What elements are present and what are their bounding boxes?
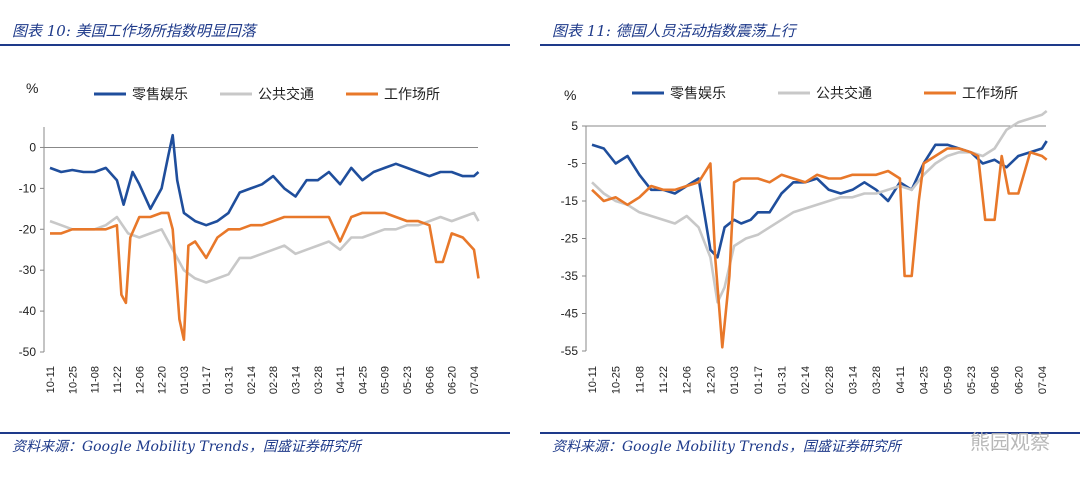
x-tick-label: 02-14	[800, 366, 812, 394]
y-axis-unit: %	[564, 87, 576, 103]
source-rule	[0, 432, 510, 434]
chart-title: 图表 10: 美国工作场所指数明显回落	[12, 22, 256, 40]
x-tick-label: 03-28	[871, 366, 883, 394]
watermark-logo: 熊园观察	[970, 430, 1050, 454]
x-tick-label: 12-20	[157, 366, 169, 394]
x-tick-label: 10-11	[45, 366, 57, 393]
x-tick-label: 01-17	[201, 366, 213, 394]
x-tick-label: 03-28	[313, 366, 325, 394]
title-rule	[0, 44, 510, 46]
x-tick-label: 06-06	[424, 366, 436, 394]
x-tick-label: 04-25	[919, 366, 931, 394]
source-note: 资料来源：Google Mobility Trends，国盛证券研究所	[12, 439, 361, 455]
legend-label-3: 工作场所	[384, 87, 440, 103]
series-line-1	[49, 133, 480, 227]
y-tick-label: -10	[19, 181, 37, 195]
title-rule	[540, 44, 1080, 46]
y-tick-label: -35	[561, 269, 579, 283]
x-tick-label: 01-03	[729, 366, 741, 394]
y-tick-label: -50	[19, 345, 37, 359]
chart-title: 图表 11: 德国人员活动指数震荡上行	[552, 22, 796, 40]
y-tick-label: -20	[19, 222, 37, 236]
y-tick-label: 5	[571, 119, 578, 133]
x-tick-label: 11-22	[658, 366, 670, 393]
x-tick-label: 10-11	[587, 366, 599, 393]
legend-label-1: 零售娱乐	[670, 86, 726, 102]
y-tick-label: -40	[19, 304, 37, 318]
x-tick-label: 03-14	[290, 366, 302, 394]
line-chart-de: % 5 -5 -15 -25 -35 -45 -55 10-11 10-25 11-08 11-22 1…	[561, 85, 1049, 394]
x-tick-label: 06-20	[447, 366, 459, 394]
x-tick-label: 02-28	[268, 366, 280, 394]
x-tick-label: 10-25	[611, 366, 623, 394]
y-tick-label: -5	[567, 157, 578, 171]
legend-label-2: 公共交通	[258, 86, 314, 103]
x-tick-label: 04-11	[895, 366, 907, 393]
source-rule	[540, 432, 1080, 434]
x-tick-label: 06-06	[990, 366, 1002, 394]
x-tick-label: 05-09	[942, 366, 954, 394]
x-tick-label: 11-22	[112, 366, 124, 393]
x-tick-label: 04-25	[357, 366, 369, 394]
y-tick-label: -45	[561, 307, 579, 321]
y-tick-label: -25	[561, 232, 579, 246]
y-axis-unit: %	[26, 80, 38, 96]
x-tick-label: 11-08	[634, 366, 646, 393]
x-tick-label: 03-14	[848, 366, 860, 394]
x-tick-label: 01-31	[776, 366, 788, 394]
source-note: 资料来源：Google Mobility Trends，国盛证券研究所	[552, 439, 901, 455]
legend-label-3: 工作场所	[962, 86, 1018, 102]
x-tick-label: 01-17	[753, 366, 765, 394]
x-tick-label: 10-25	[67, 366, 79, 394]
line-chart-us: % 0 -10 -20 -30 -40 -50 10-11 10-25 11-08 11-22 12-…	[19, 80, 481, 394]
series-line-2	[49, 211, 480, 284]
legend-label-1: 零售娱乐	[132, 87, 188, 103]
series-line-3	[591, 147, 1048, 349]
x-tick-label: 06-20	[1013, 366, 1025, 394]
legend-label-2: 公共交通	[816, 85, 872, 102]
x-tick-label: 04-11	[335, 366, 347, 393]
x-tick-label: 11-08	[90, 366, 102, 393]
x-tick-label: 05-23	[402, 366, 414, 394]
chart-panel-de: 图表 11: 德国人员活动指数震荡上行 % 5 -5 -15 -25 -35 -45 -55 1…	[540, 0, 1080, 486]
y-tick-label: 0	[29, 140, 36, 154]
y-tick-label: -30	[19, 263, 37, 277]
x-tick-label: 02-14	[246, 366, 258, 394]
x-tick-label: 02-28	[824, 366, 836, 394]
x-tick-label: 12-06	[682, 366, 694, 394]
x-tick-label: 05-09	[380, 366, 392, 394]
x-tick-label: 12-06	[134, 366, 146, 394]
x-tick-label: 05-23	[966, 366, 978, 394]
x-tick-label: 01-03	[179, 366, 191, 394]
x-tick-label: 12-20	[705, 366, 717, 394]
chart-panel-us: 图表 10: 美国工作场所指数明显回落 % 0 -10 -20 -30 -40 -50 10-…	[0, 22, 510, 455]
series-line-3	[50, 211, 480, 342]
y-tick-label: -55	[561, 344, 579, 358]
y-tick-label: -15	[561, 194, 579, 208]
x-tick-label: 07-04	[469, 366, 481, 394]
x-tick-label: 07-04	[1037, 366, 1049, 394]
x-tick-label: 01-31	[224, 366, 236, 394]
series-line-2	[591, 109, 1048, 304]
